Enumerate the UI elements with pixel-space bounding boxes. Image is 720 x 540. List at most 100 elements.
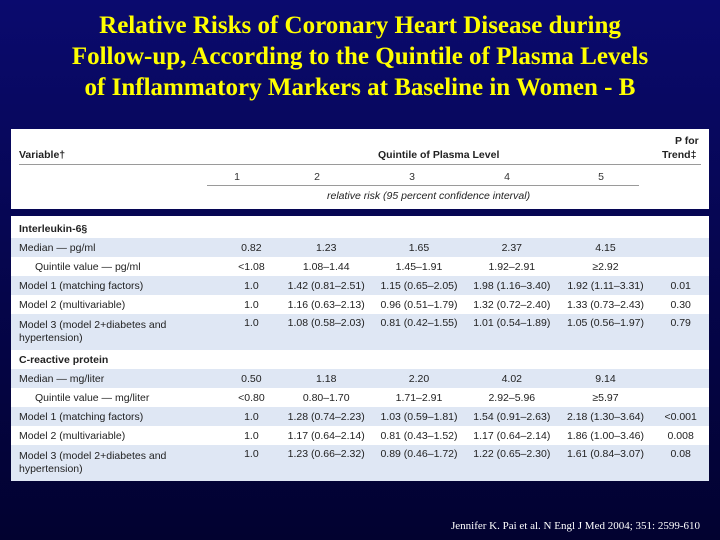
quintile-2-cell [279, 350, 373, 369]
quintile-5-cell: 1.92 (1.11–3.31) [558, 276, 653, 295]
subheader-divider [207, 185, 639, 186]
p-trend-cell: 0.79 [652, 314, 709, 350]
quintile-5-cell: ≥5.97 [592, 391, 619, 404]
p-trend-cell [652, 369, 709, 388]
p-trend-cell: 0.008 [667, 429, 694, 442]
quintile-1-cell [223, 350, 279, 369]
row-label: Median — mg/liter [11, 369, 224, 388]
quintile-5-cell: 1.05 (0.56–1.97) [558, 314, 653, 350]
quintile-2-cell: 1.18 [279, 369, 374, 388]
table-row: Quintile value — mg/liter <0.80 0.80–1.70 1… [11, 388, 709, 407]
slide-title: Relative Risks of Coronary Heart Disease… [0, 10, 720, 103]
p-trend-cell [652, 388, 709, 407]
quintile-3-cell [373, 219, 465, 238]
quintile-4-cell: 2.92–5.96 [488, 391, 536, 404]
quintile-5-cell: 1.33 (0.73–2.43) [566, 298, 645, 311]
row-label: Quintile value — pg/ml [35, 260, 141, 273]
quintile-5-cell: 2.18 (1.30–3.64) [558, 407, 653, 426]
quintile-1-cell: 1.0 [223, 314, 280, 350]
quintile-1-cell [223, 219, 279, 238]
quintile-4-cell: 1.17 (0.64–2.14) [473, 429, 551, 442]
p-trend-cell [652, 350, 709, 369]
quintile-4-cell [465, 219, 559, 238]
quintile-5-cell: 1.61 (0.84–3.07) [558, 445, 653, 481]
group-label: C-reactive protein [19, 353, 109, 366]
row-label: Model 3 (model 2+diabetes and hypertensi… [11, 445, 224, 481]
p-trend-cell [652, 257, 709, 276]
quintile-2-cell: 1.23 (0.66–2.32) [279, 445, 374, 481]
row-label: Median — pg/ml [11, 238, 224, 257]
table-row: Model 3 (model 2+diabetes and hypertensi… [11, 314, 709, 350]
relative-risk-table: Interleukin-6§ Median — pg/ml 0.82 1.23 1.65… [11, 219, 709, 481]
p-trend-header-line1: P for [675, 135, 699, 147]
quintile-2-cell [279, 219, 373, 238]
group-label: Interleukin-6§ [19, 222, 88, 235]
quintile-4-cell: 1.54 (0.91–2.63) [464, 407, 559, 426]
table-body-panel: Interleukin-6§ Median — pg/ml 0.82 1.23 1.65… [11, 216, 709, 481]
quintile-4-cell: 1.22 (0.65–2.30) [464, 445, 559, 481]
quintile-col-3: 3 [409, 171, 415, 183]
quintile-2-cell: 1.28 (0.74–2.23) [279, 407, 374, 426]
table-row: Model 3 (model 2+diabetes and hypertensi… [11, 445, 709, 481]
quintile-col-2: 2 [314, 171, 320, 183]
quintile-5-cell: ≥2.92 [592, 260, 619, 273]
quintile-5-cell: 9.14 [558, 369, 653, 388]
table-header-panel: Variable† Quintile of Plasma Level P for… [11, 129, 709, 209]
title-line-3: of Inflammatory Markers at Baseline in W… [84, 74, 636, 101]
p-trend-cell: 0.01 [652, 276, 709, 295]
table-row: C-reactive protein [11, 350, 709, 369]
variable-header: Variable† [19, 149, 66, 161]
quintile-1-cell: 0.82 [223, 238, 280, 257]
table-row: Median — pg/ml 0.82 1.23 1.65 2.37 4.15 [11, 238, 709, 257]
quintile-2-cell: 1.42 (0.81–2.51) [279, 276, 374, 295]
quintile-3-cell: 2.20 [373, 369, 465, 388]
quintile-5-cell: 4.15 [558, 238, 653, 257]
table-row: Model 2 (multivariable) 1.0 1.16 (0.63–2.1… [11, 295, 709, 314]
quintile-5-cell [559, 350, 653, 369]
quintile-col-5: 5 [598, 171, 604, 183]
quintile-4-cell: 2.37 [464, 238, 559, 257]
row-label: Quintile value — mg/liter [35, 391, 150, 404]
quintile-header: Quintile of Plasma Level [378, 149, 500, 161]
quintile-5-cell [559, 219, 653, 238]
quintile-col-1: 1 [234, 171, 240, 183]
quintile-2-cell: 1.23 [279, 238, 374, 257]
quintile-1-cell: 1.0 [223, 445, 280, 481]
quintile-4-cell [465, 350, 559, 369]
quintile-3-cell: 1.15 (0.65–2.05) [373, 276, 465, 295]
quintile-3-cell: 1.65 [373, 238, 465, 257]
quintile-2-cell: 1.08–1.44 [302, 260, 350, 273]
quintile-3-cell: 0.89 (0.46–1.72) [373, 445, 465, 481]
citation: Jennifer K. Pai et al. N Engl J Med 2004… [451, 520, 700, 532]
p-trend-cell [652, 219, 709, 238]
table-row: Quintile value — pg/ml <1.08 1.08–1.44 1.45… [11, 257, 709, 276]
quintile-3-cell: 1.71–2.91 [395, 391, 443, 404]
relative-risk-subtitle: relative risk (95 percent confidence int… [327, 190, 531, 202]
quintile-2-cell: 1.17 (0.64–2.14) [287, 429, 365, 442]
quintile-1-cell: <1.08 [238, 260, 265, 273]
p-trend-cell [652, 238, 709, 257]
table-row: Interleukin-6§ [11, 219, 709, 238]
quintile-4-cell: 1.92–2.91 [488, 260, 536, 273]
header-divider [19, 164, 701, 165]
quintile-1-cell: <0.80 [238, 391, 265, 404]
quintile-3-cell: 0.81 (0.42–1.55) [373, 314, 465, 350]
quintile-2-cell: 0.80–1.70 [302, 391, 350, 404]
row-label: Model 1 (matching factors) [11, 407, 224, 426]
quintile-1-cell: 1.0 [223, 407, 280, 426]
quintile-2-cell: 1.08 (0.58–2.03) [279, 314, 374, 350]
table-row: Model 1 (matching factors) 1.0 1.42 (0.81–… [11, 276, 709, 295]
table-row: Model 2 (multivariable) 1.0 1.17 (0.64–2.1… [11, 426, 709, 445]
title-line-2: Follow-up, According to the Quintile of … [71, 43, 649, 70]
row-label: Model 2 (multivariable) [19, 429, 126, 442]
row-label: Model 2 (multivariable) [19, 298, 126, 311]
quintile-3-cell: 1.03 (0.59–1.81) [373, 407, 465, 426]
quintile-4-cell: 4.02 [464, 369, 559, 388]
quintile-1-cell: 0.50 [223, 369, 280, 388]
row-label: Model 3 (model 2+diabetes and hypertensi… [11, 314, 224, 350]
title-line-1: Relative Risks of Coronary Heart Disease… [99, 12, 621, 39]
quintile-col-4: 4 [504, 171, 510, 183]
quintile-1-cell: 1.0 [244, 298, 259, 311]
quintile-3-cell: 1.45–1.91 [395, 260, 443, 273]
quintile-4-cell: 1.01 (0.54–1.89) [464, 314, 559, 350]
